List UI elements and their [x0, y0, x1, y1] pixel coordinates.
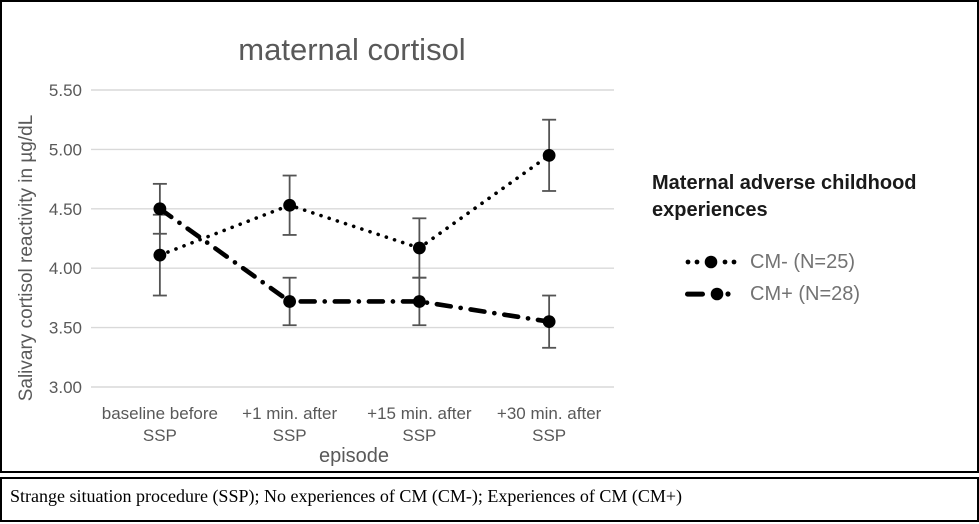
data-point-marker	[153, 202, 167, 216]
data-point-marker	[412, 295, 426, 308]
x-tick-label: SSP	[143, 426, 177, 445]
gridlines	[91, 89, 614, 388]
legend-entry-cm-minus: CM- (N=25)	[684, 250, 952, 274]
x-tick-label: +1 min. after	[242, 404, 337, 423]
x-tick-label: +15 min. after	[367, 404, 472, 423]
chart-title: maternal cortisol	[238, 32, 465, 67]
x-tick-labels: baseline before SSP +1 min. after SSP +15 mi…	[102, 404, 602, 445]
y-tick-label: 5.50	[49, 81, 82, 100]
dotted-line-marker-icon	[685, 255, 737, 269]
y-tick-label: 3.50	[49, 319, 82, 338]
data-point-marker	[412, 241, 426, 255]
y-tick-labels: 5.50 5.00 4.50 4.00 3.50 3.00	[49, 81, 82, 397]
data-point-marker	[153, 248, 167, 262]
series-line-cm-plus	[157, 206, 552, 324]
data-point-marker	[283, 295, 297, 308]
x-axis-label: episode	[319, 445, 389, 467]
series-layer	[152, 118, 557, 349]
figure-caption-text: Strange situation procedure (SSP); No ex…	[10, 486, 683, 506]
y-tick-label: 4.00	[49, 259, 82, 278]
cortisol-line-chart: maternal cortisol Salivary cortisol reac…	[16, 32, 614, 467]
x-tick-label: SSP	[402, 426, 436, 445]
data-point-marker	[542, 148, 556, 162]
legend-label-cm-minus: CM- (N=25)	[750, 250, 856, 273]
y-axis-label: Salivary cortisol reactivity in µg/dL	[16, 115, 37, 402]
x-tick-label: +30 min. after	[497, 404, 602, 423]
data-point-marker	[542, 315, 556, 329]
legend-entry-cm-plus: CM+ (N=28)	[684, 282, 952, 306]
y-tick-label: 4.50	[49, 200, 82, 219]
series-line-cm-minus	[158, 153, 551, 257]
y-tick-label: 5.00	[49, 140, 82, 159]
figure-caption-box: Strange situation procedure (SSP); No ex…	[0, 477, 979, 522]
chart-legend: Maternal adverse childhood experiences C…	[652, 170, 952, 306]
x-tick-label: SSP	[532, 426, 566, 445]
legend-title: Maternal adverse childhood experiences	[652, 172, 917, 221]
legend-label-cm-plus: CM+ (N=28)	[750, 282, 861, 305]
y-tick-label: 3.00	[49, 378, 82, 397]
x-tick-label: baseline before	[102, 404, 218, 423]
legend-entries: CM- (N=25) CM+ (N=28)	[684, 250, 952, 306]
dash-dot-line-marker-icon	[685, 287, 731, 301]
x-tick-label: SSP	[273, 426, 307, 445]
chart-figure: maternal cortisol Salivary cortisol reac…	[0, 0, 979, 473]
data-point-marker	[283, 198, 297, 212]
